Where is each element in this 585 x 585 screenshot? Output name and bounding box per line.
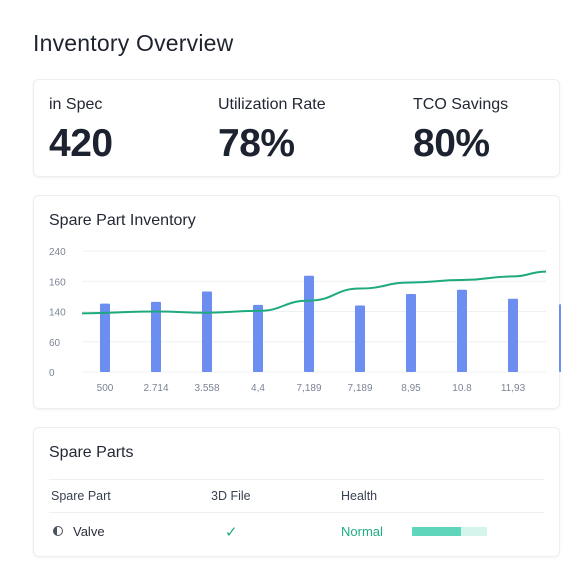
column-header-spare-part[interactable]: Spare Part <box>51 489 111 503</box>
y-tick-label: 240 <box>49 247 66 258</box>
kpi-label: TCO Savings <box>413 96 509 113</box>
health-status: Normal <box>341 524 383 539</box>
table-divider <box>49 512 544 513</box>
check-icon[interactable]: ✓ <box>225 524 238 541</box>
bar <box>100 303 110 372</box>
bar <box>406 293 416 372</box>
x-tick-label: 10.8 <box>452 383 472 394</box>
bar <box>508 298 518 372</box>
kpi-card: in Spec 420 Utilization Rate 78% TCO Sav… <box>33 79 560 177</box>
y-tick-label: 0 <box>49 368 55 379</box>
bar <box>457 289 467 372</box>
health-bar-fill <box>412 527 461 536</box>
bar <box>151 301 161 372</box>
table-divider <box>49 479 544 480</box>
x-tick-label: 7,189 <box>347 383 372 394</box>
kpi-label: in Spec <box>49 96 103 113</box>
page-title: Inventory Overview <box>33 30 234 56</box>
bar <box>304 275 314 372</box>
x-tick-label: 500 <box>97 383 114 394</box>
table-title: Spare Parts <box>49 444 134 461</box>
bar <box>559 304 561 372</box>
status-circle-icon <box>53 526 63 536</box>
trend-line <box>81 270 547 315</box>
spare-parts-table: Spare Parts Spare Part 3D File Health Va… <box>33 427 560 557</box>
bar <box>253 304 263 372</box>
column-header-3d-file[interactable]: 3D File <box>211 489 251 503</box>
x-tick-label: 4,4 <box>251 383 265 394</box>
x-tick-label: 8,95 <box>401 383 421 394</box>
x-tick-label: 3.558 <box>194 383 219 394</box>
bar <box>355 305 365 372</box>
spare-part-inventory-chart: 0 60 140 160 240 500 2.714 3.558 4,4 7,189 7,189 8,… <box>49 247 561 394</box>
kpi-value: 80% <box>413 122 490 165</box>
column-header-health[interactable]: Health <box>341 489 378 503</box>
spare-part-name: Valve <box>73 524 105 539</box>
y-tick-label: 140 <box>49 308 66 319</box>
x-tick-label: 2.714 <box>143 383 168 394</box>
chart-title: Spare Part Inventory <box>49 212 196 229</box>
y-tick-label: 60 <box>49 338 61 349</box>
chart-card: Spare Part Inventory 0 60 140 160 240 500 2.71… <box>33 195 561 409</box>
health-bar <box>412 527 487 536</box>
kpi-value: 78% <box>218 122 295 165</box>
kpi-label: Utilization Rate <box>218 96 326 113</box>
kpi-value: 420 <box>49 122 113 165</box>
bar <box>202 291 212 372</box>
y-tick-label: 160 <box>49 277 66 288</box>
x-tick-label: 11,93 <box>501 383 526 394</box>
x-tick-label: 7,189 <box>296 383 321 394</box>
